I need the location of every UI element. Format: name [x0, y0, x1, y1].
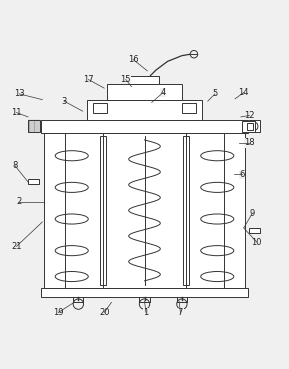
Text: 12: 12	[244, 111, 255, 120]
Bar	[130, 76, 159, 84]
Text: 10: 10	[251, 238, 262, 246]
Text: 13: 13	[14, 89, 25, 99]
Text: 8: 8	[12, 161, 18, 170]
Bar	[249, 120, 260, 132]
Text: 18: 18	[244, 138, 255, 147]
Bar	[41, 288, 248, 297]
Text: 20: 20	[99, 308, 110, 317]
Bar	[249, 228, 260, 234]
Text: 1: 1	[143, 308, 149, 317]
Text: 6: 6	[240, 170, 245, 179]
Text: 11: 11	[11, 108, 22, 117]
Bar	[242, 121, 255, 132]
Bar	[41, 120, 248, 133]
Text: 5: 5	[212, 89, 218, 99]
Bar	[182, 103, 196, 113]
Bar	[93, 103, 107, 113]
Text: 15: 15	[121, 75, 131, 84]
Text: 21: 21	[11, 242, 22, 251]
Text: 2: 2	[17, 197, 22, 206]
Text: 7: 7	[178, 308, 183, 317]
Bar	[183, 135, 189, 285]
Bar	[28, 179, 39, 184]
Text: 4: 4	[161, 88, 166, 97]
Text: 14: 14	[238, 88, 249, 97]
Bar	[100, 135, 106, 285]
Text: 9: 9	[250, 209, 255, 218]
Bar	[44, 133, 245, 288]
Bar	[28, 120, 40, 132]
Text: 16: 16	[128, 55, 138, 64]
Text: 19: 19	[53, 308, 64, 317]
Bar	[87, 100, 202, 120]
Text: 3: 3	[61, 97, 67, 106]
Bar	[247, 123, 253, 130]
Text: 17: 17	[83, 75, 94, 84]
Bar	[107, 84, 182, 100]
